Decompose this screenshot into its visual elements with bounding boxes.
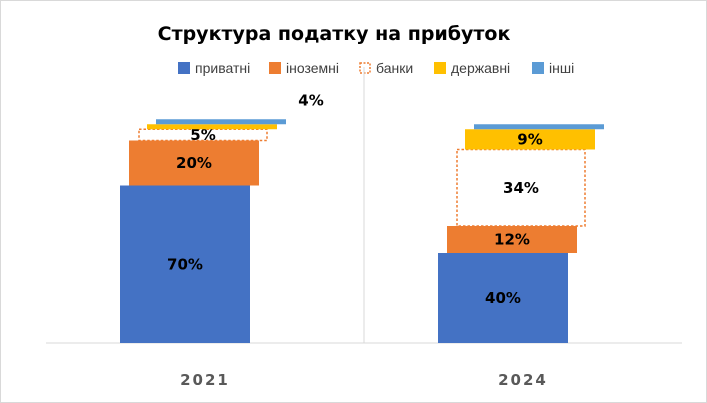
data-label-2021-2: 20% bbox=[176, 154, 212, 172]
data-label-2024-1: 40% bbox=[485, 289, 521, 307]
plot-area: 70% 20% 5% 4% 2021 40% 12% 34% 9% 2024 bbox=[46, 67, 682, 389]
legend-label-5: інші bbox=[549, 60, 574, 76]
bar-2024-5 bbox=[474, 124, 604, 130]
bar-2024-2 bbox=[447, 226, 577, 253]
bar-2021-1 bbox=[120, 185, 250, 343]
data-label-2024-4: 9% bbox=[517, 130, 542, 148]
category-label-2021: 2021 bbox=[180, 371, 230, 389]
data-label-2024-2: 12% bbox=[494, 231, 530, 249]
category-label-2024: 2024 bbox=[498, 371, 548, 389]
bar-2024-4 bbox=[465, 129, 595, 150]
legend: приватні іноземні банки державні інші bbox=[178, 60, 574, 76]
chart-title: Структура податку на прибуток bbox=[158, 23, 511, 45]
bar-2021-4 bbox=[147, 124, 277, 130]
data-label-2024-3: 34% bbox=[503, 179, 539, 197]
bar-2024-1 bbox=[438, 253, 568, 343]
data-label-2021-1: 70% bbox=[167, 255, 203, 273]
legend-swatch-4 bbox=[434, 62, 446, 74]
legend-swatch-1 bbox=[178, 62, 190, 74]
legend-label-3: банки bbox=[376, 60, 413, 76]
legend-label-2: іноземні bbox=[286, 60, 339, 76]
bar-2021-5 bbox=[156, 119, 286, 125]
legend-swatch-3 bbox=[359, 62, 371, 74]
data-label-2021-5: 4% bbox=[298, 91, 323, 109]
legend-label-4: державні bbox=[451, 60, 510, 76]
data-label-2021-3: 5% bbox=[190, 126, 215, 144]
legend-label-1: приватні bbox=[195, 60, 250, 76]
legend-swatch-2 bbox=[269, 62, 281, 74]
bar-2021-2 bbox=[129, 140, 259, 186]
legend-swatch-5 bbox=[532, 62, 544, 74]
